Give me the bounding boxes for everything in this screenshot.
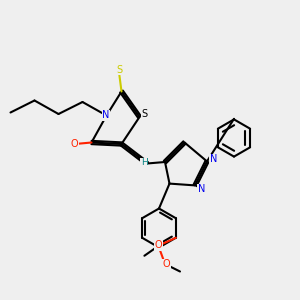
Text: N: N xyxy=(210,154,217,164)
Text: H: H xyxy=(141,158,148,167)
Text: O: O xyxy=(163,259,170,269)
Text: N: N xyxy=(102,110,110,121)
Text: S: S xyxy=(116,65,122,75)
Text: O: O xyxy=(70,139,78,149)
Text: N: N xyxy=(198,184,205,194)
Text: O: O xyxy=(155,240,163,250)
Text: S: S xyxy=(142,109,148,119)
